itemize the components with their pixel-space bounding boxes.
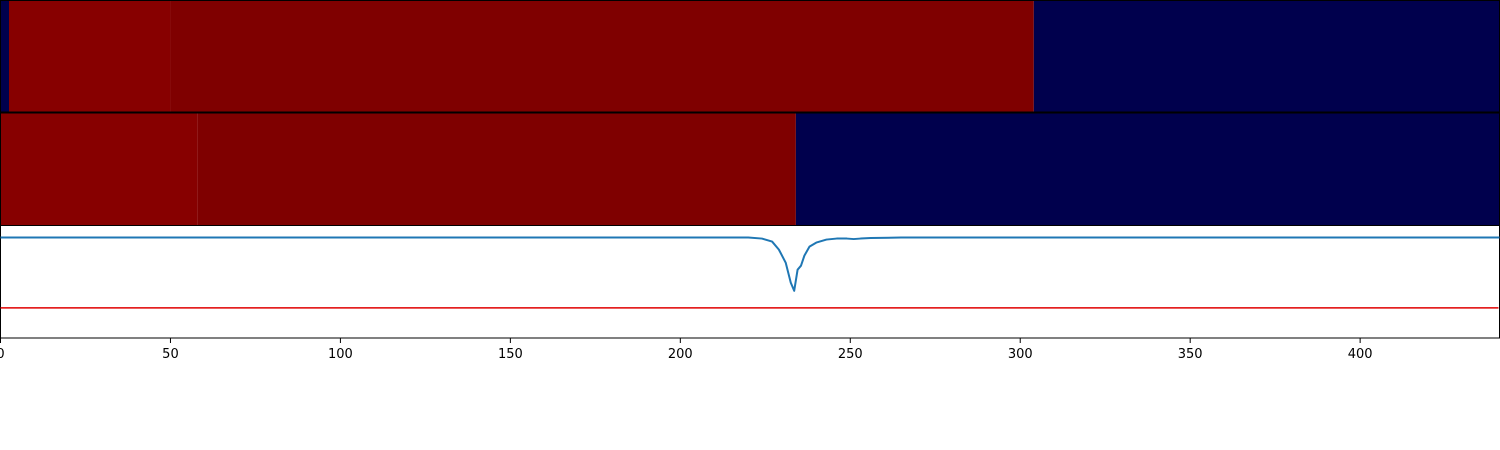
heatmap-cell-1-3: [170, 0, 1034, 112]
x-tick-label: 150: [498, 347, 523, 362]
x-tick-label: 200: [668, 347, 693, 362]
heatmap-cell-2-3: [795, 113, 1500, 226]
heatmap-cell-1-2: [8, 0, 171, 112]
series-line: [0, 236, 1500, 292]
heatmap-cell-2-2: [197, 113, 796, 226]
x-axis: 0 50 100 150 200 250 300 350 400: [0, 338, 1373, 362]
x-tick-label: 250: [838, 347, 863, 362]
x-tick-label: 400: [1348, 347, 1373, 362]
x-tick-label: 300: [1008, 347, 1033, 362]
line-panel-frame: [0, 225, 1500, 339]
x-tick-label: 0: [0, 347, 5, 362]
heatmap-cell-1-4: [1033, 0, 1500, 112]
heatmap-cell-1-1: [0, 0, 9, 112]
heatmap-cell-2-1: [0, 113, 198, 226]
heatmap-row-2: [0, 112, 1500, 226]
x-tick-label: 350: [1178, 347, 1203, 362]
x-tick-label: 50: [162, 347, 179, 362]
heatmap-row-1: [0, 0, 1500, 113]
line-plot-panel: [0, 225, 1500, 339]
x-tick-label: 100: [328, 347, 353, 362]
